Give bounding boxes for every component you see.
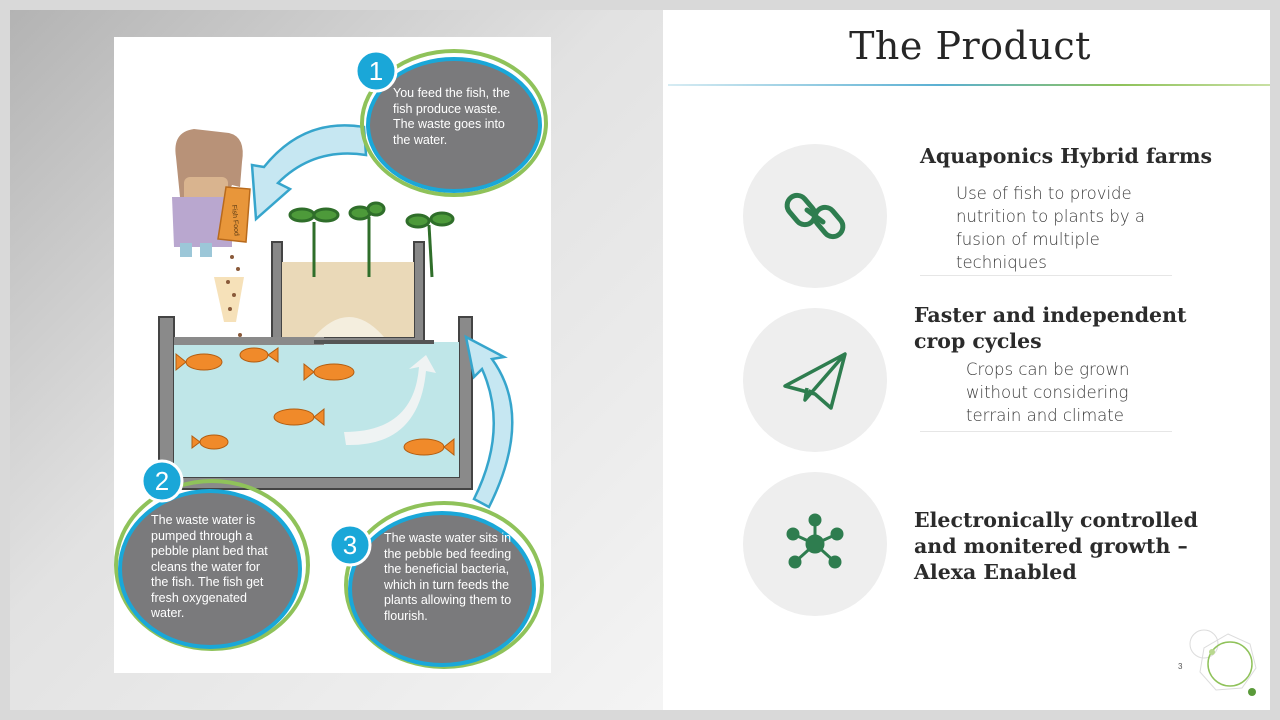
feature-1-underline: [920, 275, 1172, 276]
aquaponics-diagram: Fish Food: [114, 49, 548, 669]
paper-plane-icon: [783, 352, 847, 410]
seedlings: [288, 201, 455, 278]
step-3-number: 3: [343, 530, 357, 560]
food-stream: [214, 277, 244, 322]
step-3-text: The waste water sits in the pebble bed f…: [384, 531, 512, 623]
step-1-text: You feed the fish, the fish produce wast…: [393, 86, 510, 147]
feature-1-circle: [743, 144, 887, 288]
feature-2-circle: [743, 308, 887, 452]
feature-1-heading: Aquaponics Hybrid farms: [920, 144, 1213, 168]
step-1-number: 1: [369, 56, 383, 86]
page-title: The Product: [849, 24, 1091, 68]
plant-bed: [271, 241, 425, 350]
feature-2-heading: Faster and independent crop cycles: [914, 303, 1187, 353]
feature-2-description: Crops can be grown without considering t…: [966, 360, 1130, 425]
fish-group: [175, 347, 455, 457]
arrow-top: [250, 124, 368, 222]
feature-1-description: Use of fish to provide nutrition to plan…: [956, 184, 1145, 272]
network-hub-icon: [786, 513, 844, 569]
arrow-right: [464, 334, 514, 509]
feature-2-underline: [920, 431, 1172, 432]
step-3-bubble: 3: [328, 501, 544, 669]
bag-label: Fish Food: [230, 205, 240, 237]
slide: Fish Food: [10, 10, 1270, 710]
feature-3-circle: [743, 472, 887, 616]
step-2-bubble: 2: [114, 459, 310, 651]
step-2-text: The waste water is pumped through a pebb…: [151, 513, 268, 620]
step-1-bubble: 1: [354, 49, 548, 197]
page-number: 3: [1178, 662, 1183, 671]
decorative-circles: [1189, 629, 1257, 696]
title-divider: [668, 84, 1270, 86]
fish-food-bag: Fish Food: [217, 186, 251, 243]
person-figure: [172, 129, 243, 257]
chain-link-icon: [784, 192, 846, 240]
feature-3-heading: Electronically controlled and monitered …: [914, 508, 1198, 584]
aquaponics-illustration: Fish Food: [114, 37, 551, 673]
fish-tank: [158, 316, 473, 490]
left-panel: Fish Food: [10, 10, 663, 710]
step-2-number: 2: [155, 466, 169, 496]
